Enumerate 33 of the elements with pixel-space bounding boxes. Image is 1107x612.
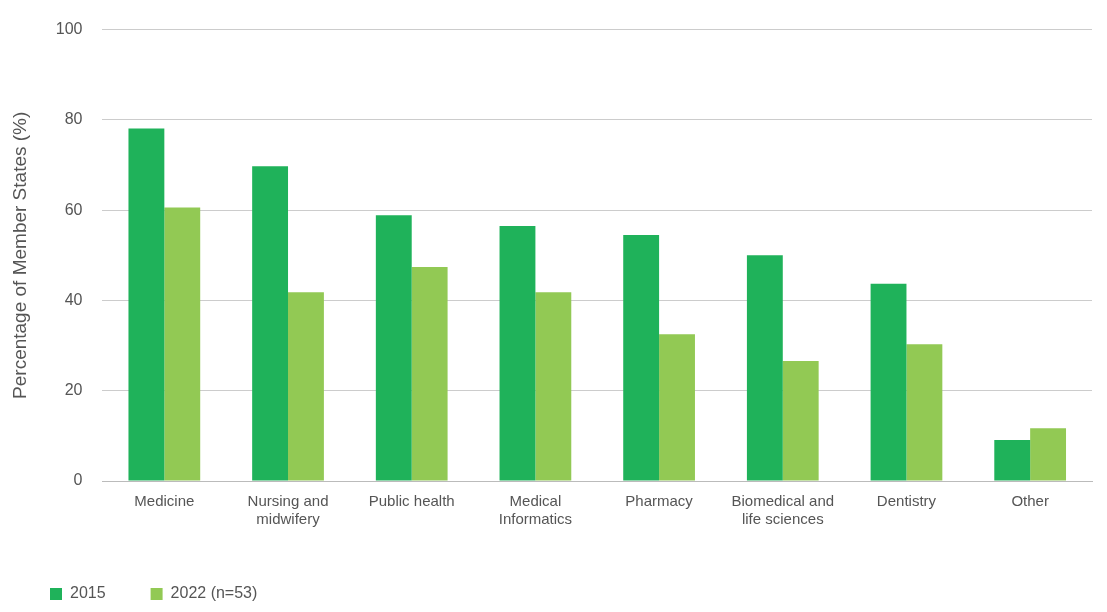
x-tick-label: Medicine [134,492,195,510]
y-tick-label: 0 [73,471,83,489]
legend-label: 2022 (n=53) [170,584,258,602]
bar [623,234,660,481]
y-tick-label: 40 [64,290,83,308]
bar [375,215,412,481]
bar [499,225,536,481]
bar [535,292,572,481]
y-tick-label: 80 [64,110,83,128]
bar [659,334,695,481]
bar [746,255,783,481]
bar [252,166,289,481]
x-tick-label: Nursing and midwifery [247,492,329,528]
x-tick-label: Dentistry [876,492,937,510]
x-tick-label: Public health [368,492,455,510]
x-tick-label: Other [1011,492,1049,510]
y-tick-label: 20 [64,381,83,399]
x-tick-label: Pharmacy [625,492,694,510]
bar [411,267,448,481]
y-axis-title: Percentage of Member States (%) [8,111,30,399]
bar [994,439,1031,481]
bar [782,360,819,481]
legend-label: 2015 [70,584,106,602]
y-tick-label: 60 [64,200,83,218]
x-tick-label: Medical Informatics [498,492,573,528]
bar [288,292,324,481]
y-tick-label: 100 [55,20,83,38]
bar [164,207,201,481]
bar [128,128,165,481]
x-tick-label: Biomedical and life sciences [731,492,835,528]
bar [1030,428,1067,481]
bar [870,283,907,481]
bar [906,344,943,481]
